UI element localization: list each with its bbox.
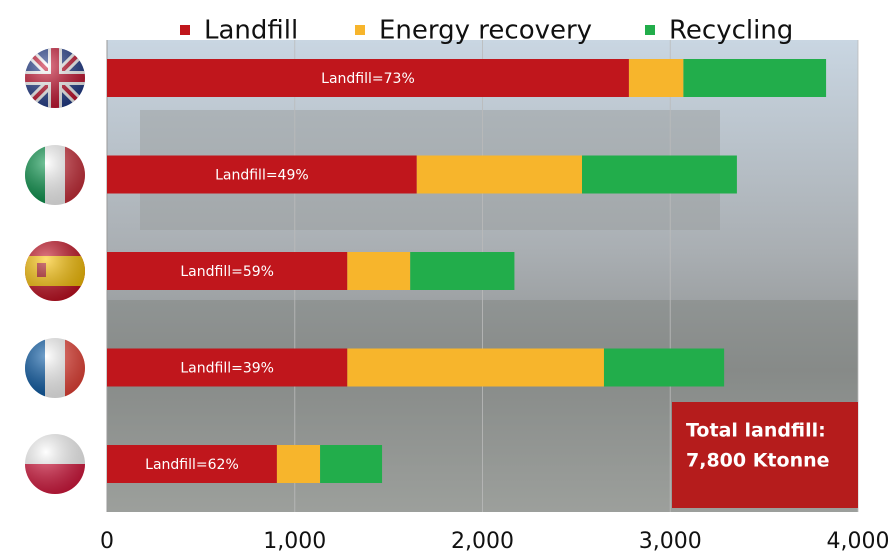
bar-segment: [347, 348, 604, 387]
bar-segment: [320, 445, 383, 483]
bar-segment: [347, 252, 411, 290]
legend-label: Recycling: [669, 16, 793, 46]
x-tick-label: 4,000: [827, 529, 888, 554]
x-tick-label: 2,000: [451, 529, 514, 554]
x-tick-label: 3,000: [639, 529, 702, 554]
bar-label: Landfill=73%: [321, 71, 415, 87]
bar-segment: [683, 59, 827, 97]
x-tick-label: 0: [100, 529, 114, 554]
bar-segment: [107, 155, 417, 194]
bar-segment: [603, 348, 725, 387]
bar-segment: [107, 445, 277, 483]
total-label: Total landfill:: [686, 420, 826, 442]
bar-label: Landfill=39%: [180, 361, 274, 377]
flag-uk: [25, 48, 85, 108]
bar-segment: [107, 348, 348, 387]
legend-label: Energy recovery: [379, 16, 592, 46]
legend-marker: [355, 25, 365, 35]
total-box: [672, 402, 858, 508]
bar-segment: [107, 59, 629, 97]
bar-segment: [276, 445, 321, 483]
legend-marker: [645, 25, 655, 35]
legend-label: Landfill: [204, 16, 298, 46]
bar-segment: [410, 252, 515, 290]
bar-segment: [107, 252, 348, 290]
bar-segment: [628, 59, 684, 97]
flag-france: [25, 338, 85, 398]
legend-marker: [180, 25, 190, 35]
flag-spain: [25, 241, 85, 301]
total-value: 7,800 Ktonne: [686, 450, 830, 472]
bar-label: Landfill=59%: [180, 264, 274, 280]
x-tick-label: 1,000: [263, 529, 326, 554]
bar-segment: [416, 155, 583, 194]
flag-poland: [25, 434, 85, 494]
flag-italy: [25, 145, 85, 205]
bar-label: Landfill=49%: [215, 168, 309, 184]
bar-segment: [582, 155, 737, 194]
bar-label: Landfill=62%: [145, 457, 239, 473]
